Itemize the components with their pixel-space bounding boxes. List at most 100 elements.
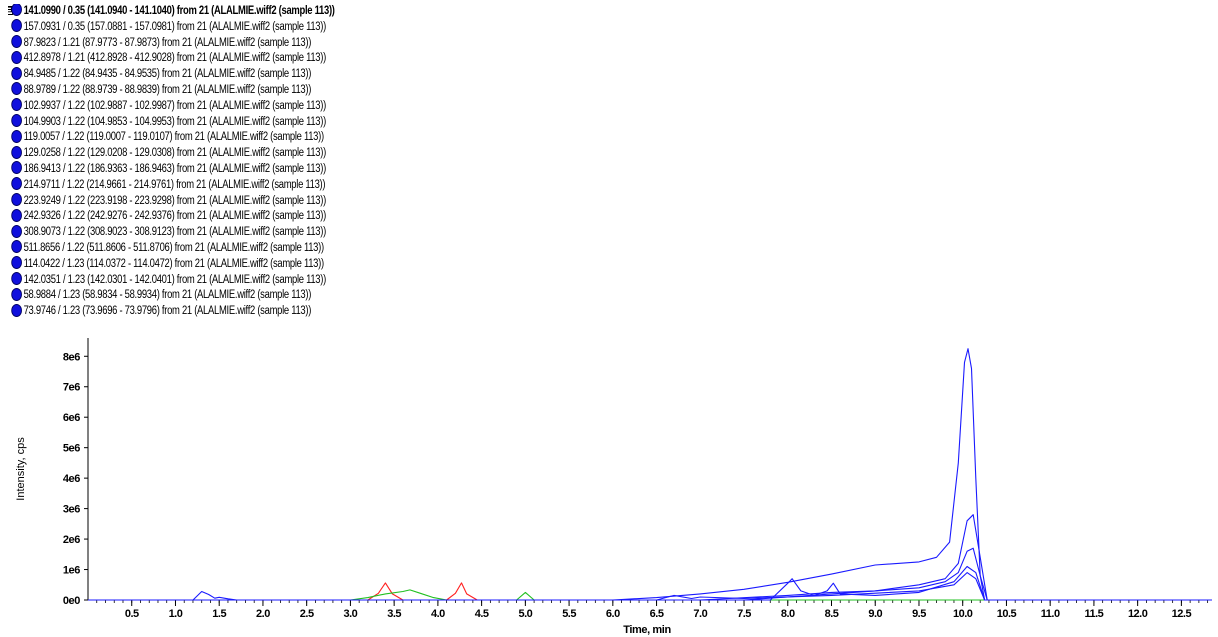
series-dot-icon [11,224,22,238]
x-tick-label: 9.0 [868,608,882,620]
legend-entry-label: 308.9073 / 1.22 (308.9023 - 308.9123) fr… [23,226,327,239]
x-tick-label: 12.5 [1172,608,1192,620]
legend-entry-label: 114.0422 / 1.23 (114.0372 - 114.0472) fr… [23,257,325,270]
legend-entry-label: 186.9413 / 1.22 (186.9363 - 186.9463) fr… [23,162,327,175]
legend-entry[interactable]: 242.9326 / 1.22 (242.9276 - 242.9376) fr… [8,208,434,225]
x-tick-label: 1.5 [212,608,226,620]
series-dot-icon [11,66,22,80]
y-tick-label: 4e6 [63,473,80,485]
series-dot-icon [11,240,22,254]
legend-entry-label: 84.9485 / 1.22 (84.9435 - 84.9535) from … [23,68,312,81]
y-tick-label: 2e6 [63,534,80,546]
y-tick-label: 1e6 [63,565,80,577]
x-tick-label: 4.0 [431,608,445,620]
legend-entry[interactable]: ⊟141.0990 / 0.35 (141.0940 - 141.1040) f… [8,4,434,20]
legend-entry-label: 223.9249 / 1.22 (223.9198 - 223.9298) fr… [23,194,327,207]
legend-entry[interactable]: 88.9789 / 1.22 (88.9739 - 88.9839) from … [8,82,434,99]
series-dot-icon [11,256,22,270]
series-dot-icon [11,287,22,301]
x-tick-label: 7.0 [693,608,707,620]
x-tick-label: 12.0 [1128,608,1148,620]
legend-entry-label: 214.9711 / 1.22 (214.9661 - 214.9761) fr… [23,178,326,191]
legend-entry[interactable]: 412.8978 / 1.21 (412.8928 - 412.9028) fr… [8,50,434,67]
series-dot-icon [11,272,22,286]
legend-entry[interactable]: 186.9413 / 1.22 (186.9363 - 186.9463) fr… [8,161,434,178]
series-dot-icon [11,177,22,191]
y-tick-label: 0e0 [63,595,80,607]
x-tick-label: 2.5 [300,608,314,620]
series-dot-icon [11,35,22,49]
legend-entry-label: 142.0351 / 1.23 (142.0301 - 142.0401) fr… [23,273,327,286]
y-tick-label: 7e6 [63,382,80,394]
legend-entry[interactable]: 84.9485 / 1.22 (84.9435 - 84.9535) from … [8,66,434,83]
series-line[interactable] [88,348,1212,601]
x-tick-label: 5.5 [562,608,576,620]
series-line[interactable] [88,514,1212,601]
legend-entry[interactable]: 73.9746 / 1.23 (73.9696 - 73.9796) from … [8,303,434,320]
legend-entry[interactable]: 129.0258 / 1.22 (129.0208 - 129.0308) fr… [8,145,434,162]
legend-entry-label: 58.9884 / 1.23 (58.9834 - 58.9934) from … [23,289,312,302]
series-dot-icon [11,208,22,222]
series-dot-icon [11,50,22,64]
legend-entry-label: 412.8978 / 1.21 (412.8928 - 412.9028) fr… [23,52,327,65]
x-tick-label: 3.5 [387,608,401,620]
series-line[interactable] [88,589,1212,601]
legend-entry[interactable]: 214.9711 / 1.22 (214.9661 - 214.9761) fr… [8,177,434,194]
legend-entry-label: 88.9789 / 1.22 (88.9739 - 88.9839) from … [23,83,312,96]
legend-entry-label: 104.9903 / 1.22 (104.9853 - 104.9953) fr… [23,115,327,128]
legend-entry[interactable]: 114.0422 / 1.23 (114.0372 - 114.0472) fr… [8,256,434,273]
x-tick-label: 6.5 [650,608,664,620]
legend-entry[interactable]: 119.0057 / 1.22 (119.0007 - 119.0107) fr… [8,129,434,146]
series-line[interactable] [88,565,1212,601]
x-tick-label: 9.5 [912,608,926,620]
x-tick-label: 8.0 [781,608,795,620]
series-dot-icon [11,98,22,112]
legend-entry[interactable]: 157.0931 / 0.35 (157.0881 - 157.0981) fr… [8,19,434,36]
y-tick-label: 8e6 [63,351,80,363]
x-tick-label: 4.5 [475,608,489,620]
series-line[interactable] [88,547,1212,601]
x-tick-label: 5.0 [518,608,532,620]
legend-entry-label: 141.0990 / 0.35 (141.0940 - 141.1040) fr… [23,5,335,17]
x-tick-label: 3.0 [344,608,358,620]
legend: ⊟141.0990 / 0.35 (141.0940 - 141.1040) f… [8,4,528,342]
x-tick-label: 11.0 [1041,608,1060,620]
series-dot-icon [11,19,22,33]
legend-entry-label: 129.0258 / 1.22 (129.0208 - 129.0308) fr… [23,147,327,160]
x-tick-label: 10.5 [997,608,1017,620]
series-dot-icon [11,303,22,317]
legend-entry-label: 73.9746 / 1.23 (73.9696 - 73.9796) from … [23,305,312,318]
series-dot-icon [11,161,22,175]
x-tick-label: 2.0 [256,608,270,620]
series-dot-icon [11,4,22,17]
series-line[interactable] [88,590,263,601]
x-tick-label: 1.0 [169,608,183,620]
legend-entry-label: 102.9937 / 1.22 (102.9887 - 102.9987) fr… [23,99,327,112]
legend-entry-label: 87.9823 / 1.21 (87.9773 - 87.9873) from … [23,36,312,49]
legend-entry-label: 119.0057 / 1.22 (119.0007 - 119.0107) fr… [23,131,325,144]
legend-entry[interactable]: 308.9073 / 1.22 (308.9023 - 308.9123) fr… [8,224,434,241]
y-tick-label: 3e6 [63,504,80,516]
y-axis-label: Intensity, cps [15,437,27,501]
x-axis-label: Time, min [623,624,671,636]
legend-entry[interactable]: 102.9937 / 1.22 (102.9887 - 102.9987) fr… [8,98,434,115]
legend-entry[interactable]: 142.0351 / 1.23 (142.0301 - 142.0401) fr… [8,272,434,289]
series-dot-icon [11,145,22,159]
x-tick-label: 7.5 [737,608,751,620]
x-tick-label: 0.5 [125,608,139,620]
series-line[interactable] [88,572,1212,601]
legend-entry[interactable]: 58.9884 / 1.23 (58.9834 - 58.9934) from … [8,287,434,304]
legend-entry[interactable]: 104.9903 / 1.22 (104.9853 - 104.9953) fr… [8,114,434,131]
x-tick-label: 11.5 [1085,608,1104,620]
series-dot-icon [11,193,22,207]
series-dot-icon [11,82,22,96]
legend-entry[interactable]: 511.8656 / 1.22 (511.8606 - 511.8706) fr… [8,240,434,257]
legend-entry-label: 511.8656 / 1.22 (511.8606 - 511.8706) fr… [23,241,325,254]
x-tick-label: 8.5 [825,608,839,620]
legend-entry[interactable]: 223.9249 / 1.22 (223.9198 - 223.9298) fr… [8,193,434,210]
y-tick-label: 5e6 [63,443,80,455]
legend-entry[interactable]: 87.9823 / 1.21 (87.9773 - 87.9873) from … [8,35,434,52]
series-dot-icon [11,114,22,128]
y-tick-label: 6e6 [63,412,80,424]
